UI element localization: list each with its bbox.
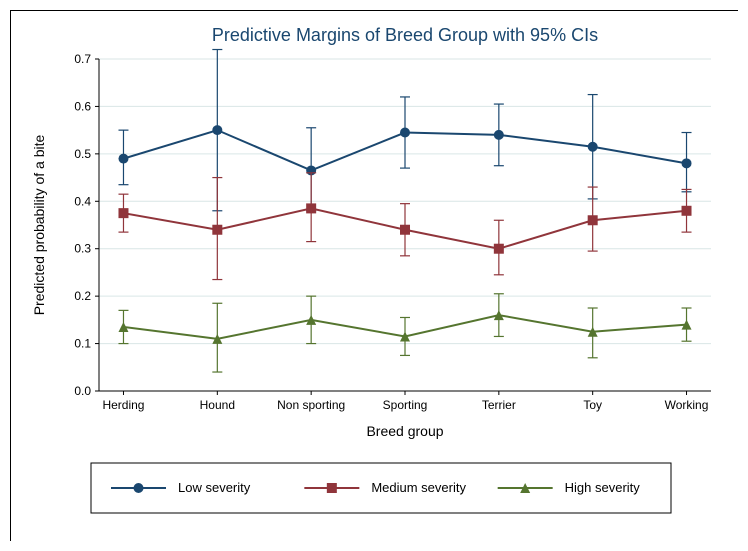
marker-square [682,206,692,216]
legend-label: Medium severity [371,480,466,495]
y-tick-label: 0.4 [74,194,91,208]
x-tick-label: Herding [102,398,144,412]
y-tick-label: 0.2 [74,289,91,303]
x-tick-label: Toy [583,398,602,412]
marker-square [212,225,222,235]
y-tick-label: 0.1 [74,337,91,351]
y-tick-label: 0.3 [74,242,91,256]
x-axis-label: Breed group [366,423,443,439]
marker-circle [494,130,504,140]
marker-square [400,225,410,235]
y-tick-label: 0.5 [74,147,91,161]
legend-label: High severity [565,480,641,495]
y-tick-label: 0.6 [74,99,91,113]
marker-circle [588,142,598,152]
marker-square [588,215,598,225]
chart-title: Predictive Margins of Breed Group with 9… [212,25,598,45]
x-tick-label: Hound [200,398,235,412]
marker-circle [134,483,144,493]
marker-square [118,208,128,218]
legend-label: Low severity [178,480,251,495]
marker-square [494,244,504,254]
chart-svg: 0.0 0.1 0.2 0.3 0.4 0.5 0.6 0.7 Herding Hound Non … [11,11,739,542]
x-tick-label: Non sporting [277,398,345,412]
marker-circle [118,154,128,164]
y-axis-label: Predicted probability of a bite [31,135,47,316]
y-tick-label: 0.7 [74,52,91,66]
marker-square [327,483,337,493]
chart-container: 0.0 0.1 0.2 0.3 0.4 0.5 0.6 0.7 Herding Hound Non … [10,10,738,541]
x-tick-label: Working [665,398,709,412]
marker-circle [212,125,222,135]
marker-circle [400,128,410,138]
x-tick-label: Sporting [383,398,428,412]
marker-circle [682,158,692,168]
y-tick-label: 0.0 [74,384,91,398]
marker-square [306,203,316,213]
x-tick-label: Terrier [482,398,516,412]
